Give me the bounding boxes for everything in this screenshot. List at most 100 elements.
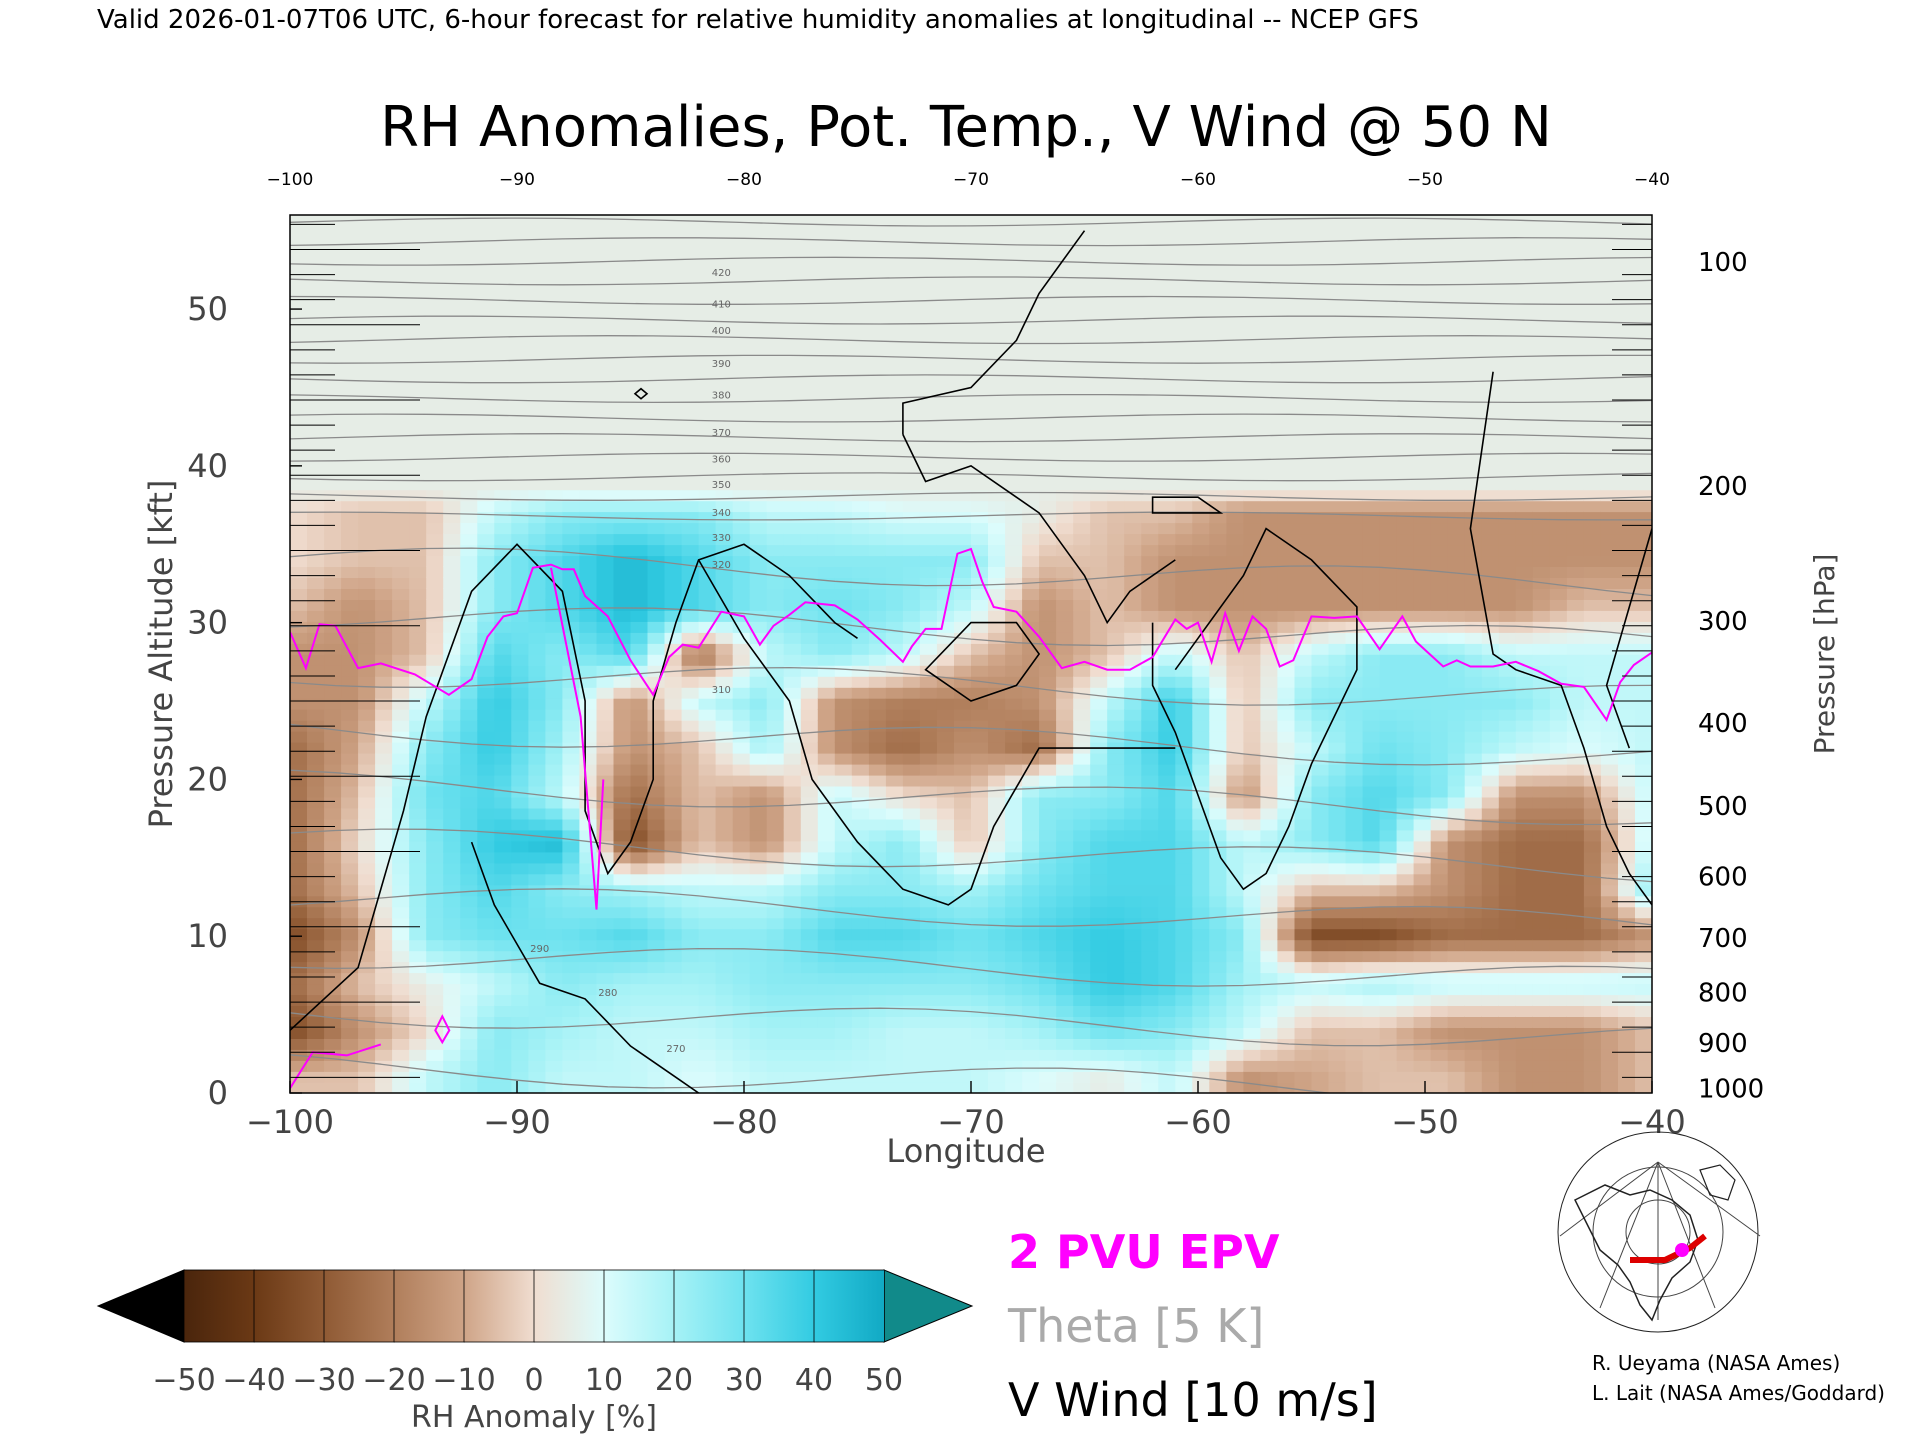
heatmap-cell [1107, 434, 1125, 447]
heatmap-cell [1022, 434, 1040, 447]
heatmap-cell [647, 665, 666, 677]
heatmap-cell [868, 390, 887, 403]
heatmap-cell [1192, 730, 1211, 743]
heatmap-cell [783, 697, 802, 710]
heatmap-cell [1022, 774, 1040, 787]
heatmap-cell [290, 467, 308, 480]
heatmap-cell [749, 643, 768, 655]
heatmap-cell [375, 610, 393, 622]
heatmap-cell [1277, 632, 1296, 644]
heatmap-cell [1311, 730, 1330, 743]
heatmap-cell [817, 676, 836, 688]
heatmap-cell [477, 1049, 496, 1061]
heatmap-cell [988, 862, 1006, 875]
heatmap-cell [954, 862, 972, 875]
heatmap-cell [443, 895, 461, 908]
heatmap-cell [1175, 730, 1194, 743]
heatmap-cell [766, 236, 785, 249]
heatmap-cell [902, 478, 921, 491]
heatmap-cell [426, 226, 444, 238]
heatmap-cell [392, 522, 410, 535]
heatmap-cell [443, 291, 461, 304]
heatmap-cell [1260, 500, 1279, 513]
heatmap-cell [715, 1038, 734, 1050]
heatmap-cell [732, 763, 751, 776]
heatmap-cell [971, 610, 989, 622]
heatmap-cell [307, 763, 325, 776]
heatmap-cell [698, 621, 717, 633]
heatmap-cell [545, 423, 564, 436]
heatmap-cell [647, 588, 666, 600]
heatmap-cell [392, 390, 410, 403]
heatmap-cell [324, 774, 342, 787]
heatmap-cell [715, 719, 734, 732]
heatmap-cell [800, 643, 819, 655]
heatmap-cell [460, 302, 479, 315]
heatmap-cell [1328, 1060, 1347, 1072]
heatmap-cell [477, 489, 496, 502]
heatmap-cell [988, 1049, 1006, 1061]
heatmap-cell [596, 434, 615, 447]
heatmap-cell [443, 489, 461, 502]
heatmap-cell [613, 456, 632, 469]
heatmap-cell [664, 368, 683, 381]
heatmap-cell [988, 774, 1006, 787]
heatmap-cell [971, 533, 989, 546]
heatmap-cell [732, 1027, 751, 1039]
heatmap-cell [732, 269, 751, 282]
heatmap-cell [1260, 873, 1279, 886]
heatmap-cell [341, 401, 359, 414]
heatmap-cell [732, 533, 751, 546]
heatmap-cell [954, 873, 972, 886]
heatmap-cell [919, 686, 938, 699]
heatmap-cell [460, 500, 479, 513]
heatmap-cell [1175, 807, 1194, 820]
heatmap-cell [1294, 522, 1313, 535]
heatmap-cell [1022, 818, 1040, 831]
heatmap-cell [698, 752, 717, 765]
heatmap-cell [1005, 379, 1023, 392]
heatmap-cell [426, 676, 444, 688]
heatmap-cell [324, 280, 342, 293]
heatmap-cell [1005, 1038, 1023, 1050]
heatmap-cell [477, 522, 496, 535]
heatmap-cell [749, 533, 768, 546]
heatmap-cell [596, 346, 615, 359]
heatmap-cell [732, 983, 751, 996]
heatmap-cell [1141, 961, 1160, 974]
heatmap-cell [1226, 1005, 1245, 1017]
heatmap-cell [715, 522, 734, 535]
heatmap-cell [1056, 1038, 1074, 1050]
heatmap-cell [783, 895, 802, 908]
heatmap-cell [443, 928, 461, 941]
heatmap-cell [579, 840, 598, 853]
heatmap-cell [800, 599, 819, 611]
heatmap-cell [545, 917, 564, 930]
heatmap-cell [596, 423, 615, 436]
heatmap-cell [1294, 423, 1313, 436]
heatmap-cell [477, 873, 496, 886]
heatmap-cell [1175, 774, 1194, 787]
heatmap-cell [1107, 1060, 1125, 1072]
heatmap-cell [1124, 1060, 1142, 1072]
heatmap-cell [1277, 445, 1296, 458]
heatmap-cell [834, 1049, 853, 1061]
heatmap-cell [579, 654, 598, 666]
heatmap-cell [494, 445, 513, 458]
heatmap-cell [1243, 445, 1262, 458]
heatmap-cell [630, 1071, 649, 1083]
heatmap-cell [1090, 763, 1108, 776]
heatmap-cell [375, 785, 393, 798]
heatmap-cell [1294, 236, 1313, 249]
heatmap-cell [971, 796, 989, 809]
heatmap-cell [902, 972, 921, 985]
heatmap-cell [834, 215, 853, 227]
heatmap-cell [1090, 972, 1108, 985]
heatmap-cell [1311, 621, 1330, 633]
valid-time-header: Valid 2026-01-07T06 UTC, 6-hour forecast… [97, 5, 1419, 35]
heatmap-cell [1277, 247, 1296, 260]
heatmap-cell [1294, 1082, 1313, 1093]
heatmap-cell [460, 818, 479, 831]
heatmap-cell [494, 401, 513, 414]
heatmap-cell [630, 269, 649, 282]
